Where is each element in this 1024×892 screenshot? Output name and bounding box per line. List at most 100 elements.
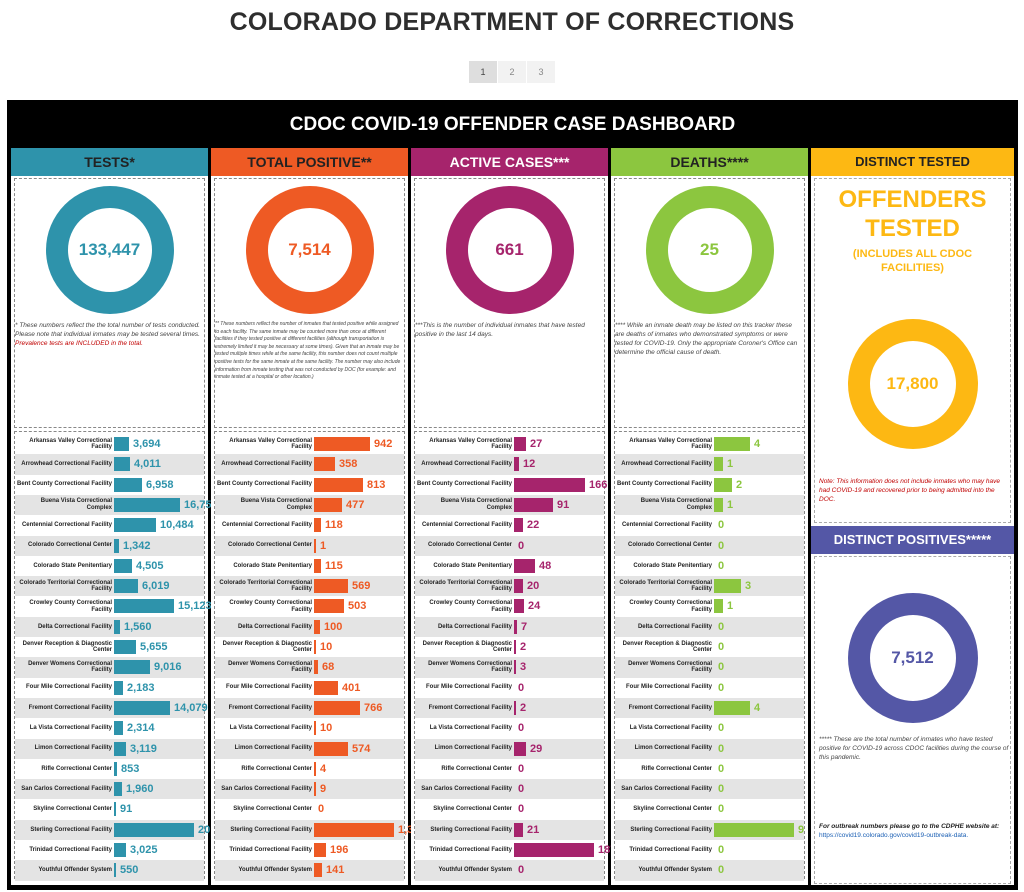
positive-bar xyxy=(314,558,321,573)
facility-row: Four Mile Correctional Facility 0 xyxy=(415,678,604,698)
tests-value-label: 91 xyxy=(120,803,133,816)
active-value-label: 0 xyxy=(518,681,525,694)
facility-name: Limon Correctional Facility xyxy=(234,745,312,752)
distinct-positives-donut: 7,512 xyxy=(847,593,978,723)
active-summary-box: 661 ***This is the number of individual i… xyxy=(414,178,605,428)
facility-row: Crowley County Correctional Facility 15,1… xyxy=(15,596,212,616)
positive-value-label: 141 xyxy=(326,864,345,877)
deaths-value-label: 2 xyxy=(736,478,743,491)
facility-row: San Carlos Correctional Facility 0 xyxy=(615,779,804,800)
active-bar xyxy=(514,477,585,492)
tests-value-label: 6,019 xyxy=(142,580,170,593)
page-3-button[interactable]: 3 xyxy=(527,61,555,83)
facility-row: Rifle Correctional Center 0 xyxy=(415,759,604,779)
facility-name: Sterling Correctional Facility xyxy=(630,826,712,833)
tests-bar xyxy=(114,538,119,553)
positive-bar xyxy=(314,457,335,472)
tests-value-label: 2,183 xyxy=(127,681,155,694)
tests-value-label: 3,119 xyxy=(130,742,157,755)
tests-bar xyxy=(114,599,174,614)
facility-row: Delta Correctional Facility 7 xyxy=(415,616,604,637)
tests-footnote: * These numbers reflect the the total nu… xyxy=(15,321,202,348)
page-1-button[interactable]: 1 xyxy=(469,61,497,83)
facility-row: Colorado Correctional Center 0 xyxy=(615,535,804,556)
positive-bar xyxy=(314,437,370,451)
facility-row: Crowley County Correctional Facility 24 xyxy=(415,596,604,616)
active-value-label: 12 xyxy=(523,458,536,471)
facility-row: Fremont Correctional Facility 2 xyxy=(415,697,604,719)
facility-row: Denver Womens Correctional Facility 0 xyxy=(615,657,804,678)
deaths-value-label: 0 xyxy=(718,620,725,633)
facility-name: Arrowhead Correctional Facility xyxy=(21,461,112,468)
positive-bar xyxy=(314,599,344,614)
active-value-label: 91 xyxy=(557,498,570,511)
facility-row: Fremont Correctional Facility 14,079 xyxy=(15,697,208,719)
facility-row: Bent County Correctional Facility 813 xyxy=(215,475,404,495)
facility-name: Arkansas Valley Correctional Facility xyxy=(229,437,312,451)
tests-value-label: 3,025 xyxy=(130,844,158,856)
tests-value-label: 853 xyxy=(121,762,140,775)
facility-name: Rifle Correctional Center xyxy=(41,765,112,772)
positive-bar xyxy=(314,741,348,756)
facility-row: Centennial Correctional Facility 0 xyxy=(615,515,804,535)
active-value-label: 0 xyxy=(518,762,525,775)
facility-row: Colorado State Penitentiary 48 xyxy=(415,556,604,576)
tests-bar xyxy=(114,660,150,675)
footnote-text: Prevalence tests are INCLUDED in the tot… xyxy=(15,340,143,347)
facility-name: Bent County Correctional Facility xyxy=(217,481,313,488)
facility-row: Fremont Correctional Facility 4 xyxy=(615,697,804,719)
facility-row: Denver Reception & Diagnostic Center 5,65… xyxy=(15,637,204,657)
facility-row: Bent County Correctional Facility 166 xyxy=(415,475,607,495)
footnote-text: * These numbers reflect the the total nu… xyxy=(15,322,200,338)
facility-row: Colorado Territorial Correctional Facili… xyxy=(415,576,604,597)
facility-row: Trinidad Correctional Facility 0 xyxy=(615,840,804,860)
cdphe-outbreak-link[interactable]: https://covid19.colorado.gov/covid19-out… xyxy=(819,832,969,839)
facility-name: Denver Reception & Diagnostic Center xyxy=(622,640,712,654)
positive-bar xyxy=(314,660,318,675)
distinct-tested-header: DISTINCT TESTED xyxy=(811,148,1014,176)
deaths-value-label: 1 xyxy=(727,600,734,613)
active-column: ACTIVE CASES*** 661 ***This is the number … xyxy=(411,148,616,885)
facility-name: Centennial Correctional Facility xyxy=(421,522,512,529)
tests-total-value: 133,447 xyxy=(67,208,152,292)
facility-name: San Carlos Correctional Facility xyxy=(421,785,512,792)
facility-name: San Carlos Correctional Facility xyxy=(221,785,312,792)
active-bar xyxy=(514,660,516,675)
deaths-value-label: 0 xyxy=(718,641,725,653)
distinct-positives-value: 7,512 xyxy=(869,615,956,701)
active-bar xyxy=(514,619,517,634)
facility-row: Buena Vista Correctional Complex 477 xyxy=(215,494,404,516)
positive-value-label: 569 xyxy=(352,580,371,593)
facility-name: Fremont Correctional Facility xyxy=(28,704,112,711)
positive-value-label: 766 xyxy=(364,701,383,714)
facility-row: Denver Reception & Diagnostic Center 10 xyxy=(215,637,404,657)
facility-name: Colorado State Penitentiary xyxy=(33,562,112,569)
positive-footnote: ** These numbers reflect the number of i… xyxy=(215,321,402,382)
active-value-label: 2 xyxy=(520,641,527,653)
page-2-button[interactable]: 2 xyxy=(498,61,526,83)
tests-value-label: 4,011 xyxy=(134,458,161,471)
facility-name: Four Mile Correctional Facility xyxy=(25,684,112,691)
tests-column: TESTS* 133,447 * These numbers reflect the… xyxy=(11,148,232,885)
deaths-value-label: 4 xyxy=(754,701,761,714)
facility-row: Bent County Correctional Facility 6,958 xyxy=(15,475,204,495)
positive-bar xyxy=(314,619,320,634)
active-bar xyxy=(514,497,553,512)
active-value-label: 22 xyxy=(527,519,540,532)
outbreak-note: For outbreak numbers please go to the CD… xyxy=(819,822,1009,840)
active-bar xyxy=(514,518,523,533)
tests-total-donut: 133,447 xyxy=(45,186,174,314)
positive-value-label: 477 xyxy=(346,498,365,511)
facility-row: Fremont Correctional Facility 766 xyxy=(215,697,404,719)
facility-name: Skyline Correctional Center xyxy=(433,806,512,813)
facility-name: Skyline Correctional Center xyxy=(633,806,712,813)
tests-value-label: 550 xyxy=(120,864,139,877)
positive-bar xyxy=(314,822,394,837)
distinct-tested-note: Note: This information does not include … xyxy=(819,478,1001,503)
footnote-text: **** While an inmate death may be listed… xyxy=(615,322,798,356)
positive-value-label: 813 xyxy=(367,478,386,491)
facility-name: Delta Correctional Facility xyxy=(37,623,112,630)
facility-name: Arkansas Valley Correctional Facility xyxy=(429,437,512,451)
facility-name: La Vista Correctional Facility xyxy=(429,725,512,732)
facility-row: Limon Correctional Facility 0 xyxy=(615,738,804,759)
